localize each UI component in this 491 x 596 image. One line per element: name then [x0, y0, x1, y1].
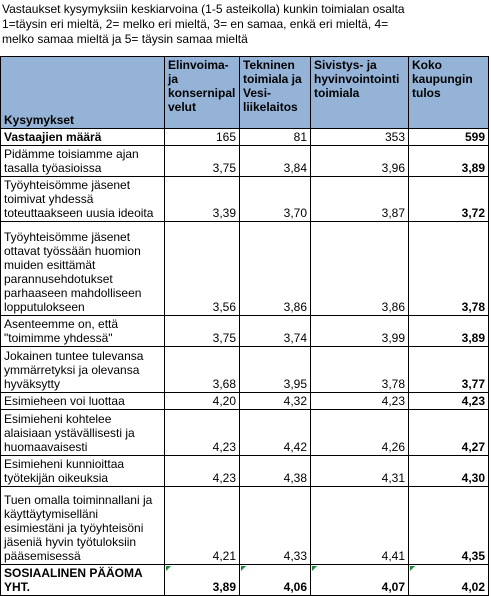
table-row: Esimieheen voi luottaa 4,20 4,32 4,23 4,23: [0, 392, 489, 410]
table-row: Esimieheni kunnioittaa työtekijän oikeuk…: [0, 455, 489, 487]
value-cell[interactable]: 3,87: [310, 176, 409, 222]
value-cell[interactable]: 3,72: [408, 176, 489, 222]
question-cell[interactable]: Esimieheen voi luottaa: [0, 392, 165, 410]
value-cell[interactable]: 81: [239, 128, 311, 146]
value-cell[interactable]: 4,31: [310, 455, 409, 487]
table-row: Pidämme toisiamme ajan tasalla työasiois…: [0, 145, 489, 177]
value-cell[interactable]: 353: [310, 128, 409, 146]
question-cell[interactable]: SOSIAALINEN PÄÄOMA YHT.: [0, 564, 165, 596]
value-cell[interactable]: 4,23: [408, 392, 489, 410]
value-cell[interactable]: 3,70: [239, 176, 311, 222]
value-cell[interactable]: 3,77: [408, 346, 489, 393]
question-cell[interactable]: Jokainen tuntee tulevansa ymmärretyksi j…: [0, 346, 165, 393]
value-cell[interactable]: 4,23: [310, 392, 409, 410]
header-row: Kysymykset Elinvoima- ja konsernipal vel…: [0, 56, 489, 129]
value-cell[interactable]: 3,89: [408, 145, 489, 177]
question-cell[interactable]: Pidämme toisiamme ajan tasalla työasiois…: [0, 145, 165, 177]
value-cell[interactable]: 4,07: [310, 564, 409, 596]
value-cell[interactable]: 3,68: [164, 346, 240, 393]
value-cell[interactable]: 3,89: [408, 315, 489, 347]
value-cell[interactable]: 3,96: [310, 145, 409, 177]
value-cell[interactable]: 4,38: [239, 455, 311, 487]
value-cell[interactable]: 3,78: [310, 346, 409, 393]
question-cell[interactable]: Vastaajien määrä: [0, 128, 165, 146]
value-cell[interactable]: 4,33: [239, 486, 311, 565]
question-cell[interactable]: Asenteemme on, että "toimimme yhdessä": [0, 315, 165, 347]
table-row: Työyhteisömme jäsenet toimivat yhdessä t…: [0, 176, 489, 222]
error-marker-icon: [240, 565, 246, 571]
error-marker-icon: [311, 565, 317, 571]
results-table: Kysymykset Elinvoima- ja konsernipal vel…: [0, 56, 489, 596]
value-cell[interactable]: 4,23: [164, 409, 240, 456]
question-cell[interactable]: Tuen omalla toiminnallani ja käyttäytymi…: [0, 486, 165, 565]
header-cell-sivistys[interactable]: Sivistys- ja hyvinvointointi toimiala: [310, 56, 409, 129]
value-cell[interactable]: 3,86: [239, 221, 311, 316]
value-cell[interactable]: 4,27: [408, 409, 489, 456]
question-cell[interactable]: Työyhteisömme jäsenet toimivat yhdessä t…: [0, 176, 165, 222]
intro-line: 1=täysin eri mieltä, 2= melko eri mieltä…: [2, 17, 389, 31]
value-cell[interactable]: 3,75: [164, 145, 240, 177]
question-cell[interactable]: Esimieheni kunnioittaa työtekijän oikeuk…: [0, 455, 165, 487]
value-cell[interactable]: 4,42: [239, 409, 311, 456]
error-marker-icon: [409, 565, 415, 571]
value-cell[interactable]: 4,20: [164, 392, 240, 410]
value-cell[interactable]: 3,86: [310, 221, 409, 316]
value-cell[interactable]: 4,35: [408, 486, 489, 565]
header-cell-elinvoima[interactable]: Elinvoima- ja konsernipal velut: [164, 56, 240, 129]
table-row: Työyhteisömme jäsenet ottavat työssään h…: [0, 221, 489, 316]
value-cell[interactable]: 3,75: [164, 315, 240, 347]
question-cell[interactable]: Työyhteisömme jäsenet ottavat työssään h…: [0, 221, 165, 316]
table-row: Asenteemme on, että "toimimme yhdessä" 3,…: [0, 315, 489, 347]
value-cell[interactable]: 4,30: [408, 455, 489, 487]
table-row: Vastaajien määrä 165 81 353 599: [0, 128, 489, 146]
intro-line: Vastaukset kysymyksiin keskiarvoina (1-5…: [2, 2, 405, 16]
question-cell[interactable]: Esimieheni kohtelee alaisiaan ystävällis…: [0, 409, 165, 456]
error-marker-icon: [165, 565, 171, 571]
value-cell[interactable]: 165: [164, 128, 240, 146]
value-cell[interactable]: 3,84: [239, 145, 311, 177]
value-cell[interactable]: 3,89: [164, 564, 240, 596]
intro-line: melko samaa mieltä ja 5= täysin samaa mi…: [2, 32, 248, 46]
value-cell[interactable]: 4,06: [239, 564, 311, 596]
value-cell[interactable]: 3,56: [164, 221, 240, 316]
value-cell[interactable]: 3,74: [239, 315, 311, 347]
value-cell[interactable]: 4,02: [408, 564, 489, 596]
value-cell[interactable]: 4,32: [239, 392, 311, 410]
value-cell[interactable]: 599: [408, 128, 489, 146]
intro-text: Vastaukset kysymyksiin keskiarvoina (1-5…: [2, 2, 488, 47]
table-row: Tuen omalla toiminnallani ja käyttäytymi…: [0, 486, 489, 565]
value-cell[interactable]: 3,39: [164, 176, 240, 222]
header-cell-questions[interactable]: Kysymykset: [0, 56, 165, 129]
value-cell[interactable]: 4,23: [164, 455, 240, 487]
table-row: Esimieheni kohtelee alaisiaan ystävällis…: [0, 409, 489, 456]
header-cell-tekninen[interactable]: Tekninen toimiala ja Vesi- liikelaitos: [239, 56, 311, 129]
value-cell[interactable]: 3,78: [408, 221, 489, 316]
value-cell[interactable]: 3,95: [239, 346, 311, 393]
value-cell[interactable]: 4,26: [310, 409, 409, 456]
value-cell[interactable]: 4,21: [164, 486, 240, 565]
header-cell-koko[interactable]: Koko kaupungin tulos: [408, 56, 489, 129]
table-row: Jokainen tuntee tulevansa ymmärretyksi j…: [0, 346, 489, 393]
value-cell[interactable]: 4,41: [310, 486, 409, 565]
value-cell[interactable]: 3,99: [310, 315, 409, 347]
